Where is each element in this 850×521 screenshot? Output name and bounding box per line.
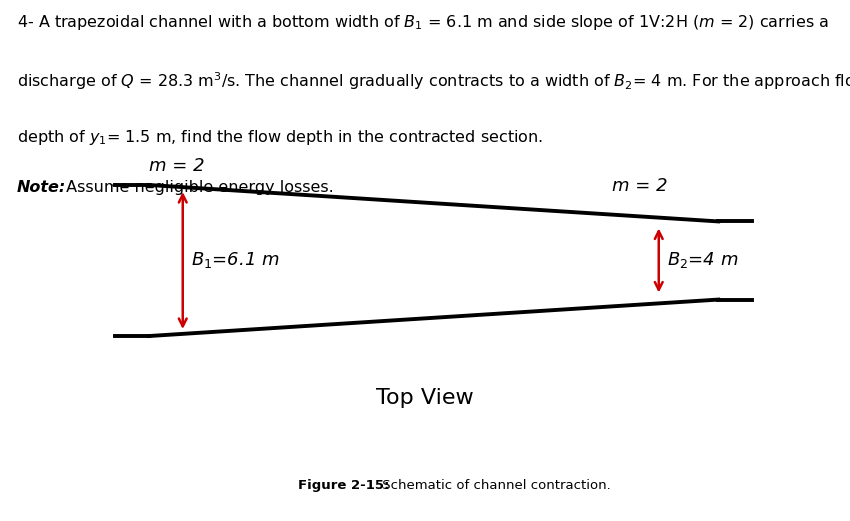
Text: discharge of $Q$ = 28.3 m$^3$/s. The channel gradually contracts to a width of $: discharge of $Q$ = 28.3 m$^3$/s. The cha…	[17, 70, 850, 92]
Text: 4- A trapezoidal channel with a bottom width of $B_1$ = 6.1 m and side slope of : 4- A trapezoidal channel with a bottom w…	[17, 13, 829, 32]
Text: Figure 2-15:: Figure 2-15:	[298, 479, 388, 492]
Text: depth of $y_1$= 1.5 m, find the flow depth in the contracted section.: depth of $y_1$= 1.5 m, find the flow dep…	[17, 128, 543, 146]
Text: $B_2$=4 m: $B_2$=4 m	[667, 251, 739, 270]
FancyArrowPatch shape	[654, 231, 663, 290]
Text: $B_1$=6.1 m: $B_1$=6.1 m	[191, 251, 280, 270]
Text: Top View: Top View	[376, 388, 474, 408]
FancyArrowPatch shape	[178, 195, 187, 326]
Text: Assume negligible energy losses.: Assume negligible energy losses.	[61, 180, 334, 195]
Text: Note:: Note:	[17, 180, 66, 195]
Text: m = 2: m = 2	[612, 177, 667, 195]
Text: Schematic of channel contraction.: Schematic of channel contraction.	[378, 479, 611, 492]
Text: m = 2: m = 2	[149, 156, 204, 175]
